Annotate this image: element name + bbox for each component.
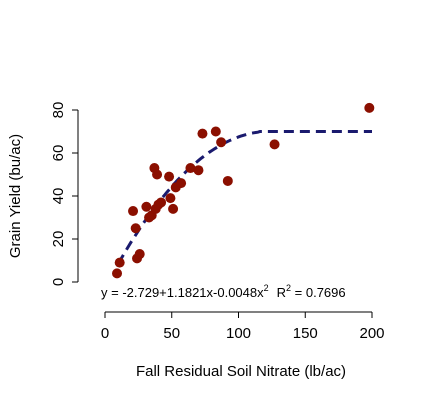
data-point (112, 268, 123, 279)
x-axis-title: Fall Residual Soil Nitrate (lb/ac) (136, 363, 346, 380)
data-point (130, 223, 141, 234)
data-point (197, 128, 208, 139)
data-points (112, 102, 375, 279)
data-point (168, 203, 179, 214)
data-point (210, 126, 221, 137)
x-ticks: 0 50 100 150 200 (101, 312, 385, 342)
fit-curve (117, 130, 372, 265)
y-tick-label: 0 (50, 278, 67, 286)
y-tick-label: 40 (50, 188, 67, 205)
data-point (156, 197, 167, 208)
x-tick-label: 0 (101, 325, 109, 342)
y-tick-label: 60 (50, 145, 67, 162)
x-tick-label: 200 (359, 325, 384, 342)
data-point (222, 175, 233, 186)
data-point (152, 169, 163, 180)
data-point (185, 163, 196, 174)
y-tick-label: 20 (50, 231, 67, 248)
data-point (165, 193, 176, 204)
data-point (176, 178, 187, 189)
data-point (216, 137, 227, 148)
y-ticks: 0 20 40 60 80 (50, 102, 78, 286)
data-point (164, 171, 175, 182)
y-tick-label: 80 (50, 102, 67, 119)
x-tick-label: 100 (226, 325, 251, 342)
data-point (114, 257, 125, 268)
x-tick-label: 150 (293, 325, 318, 342)
data-point (269, 139, 280, 150)
data-point (193, 165, 204, 176)
data-point (128, 206, 139, 217)
fit-equation: y = -2.729+1.1821x-0.0048x2 R2 = 0.7696 (101, 283, 346, 300)
y-axis-title: Grain Yield (bu/ac) (7, 134, 24, 258)
data-point (141, 201, 152, 212)
data-point (364, 102, 375, 113)
data-point (134, 249, 145, 260)
x-tick-label: 50 (163, 325, 180, 342)
